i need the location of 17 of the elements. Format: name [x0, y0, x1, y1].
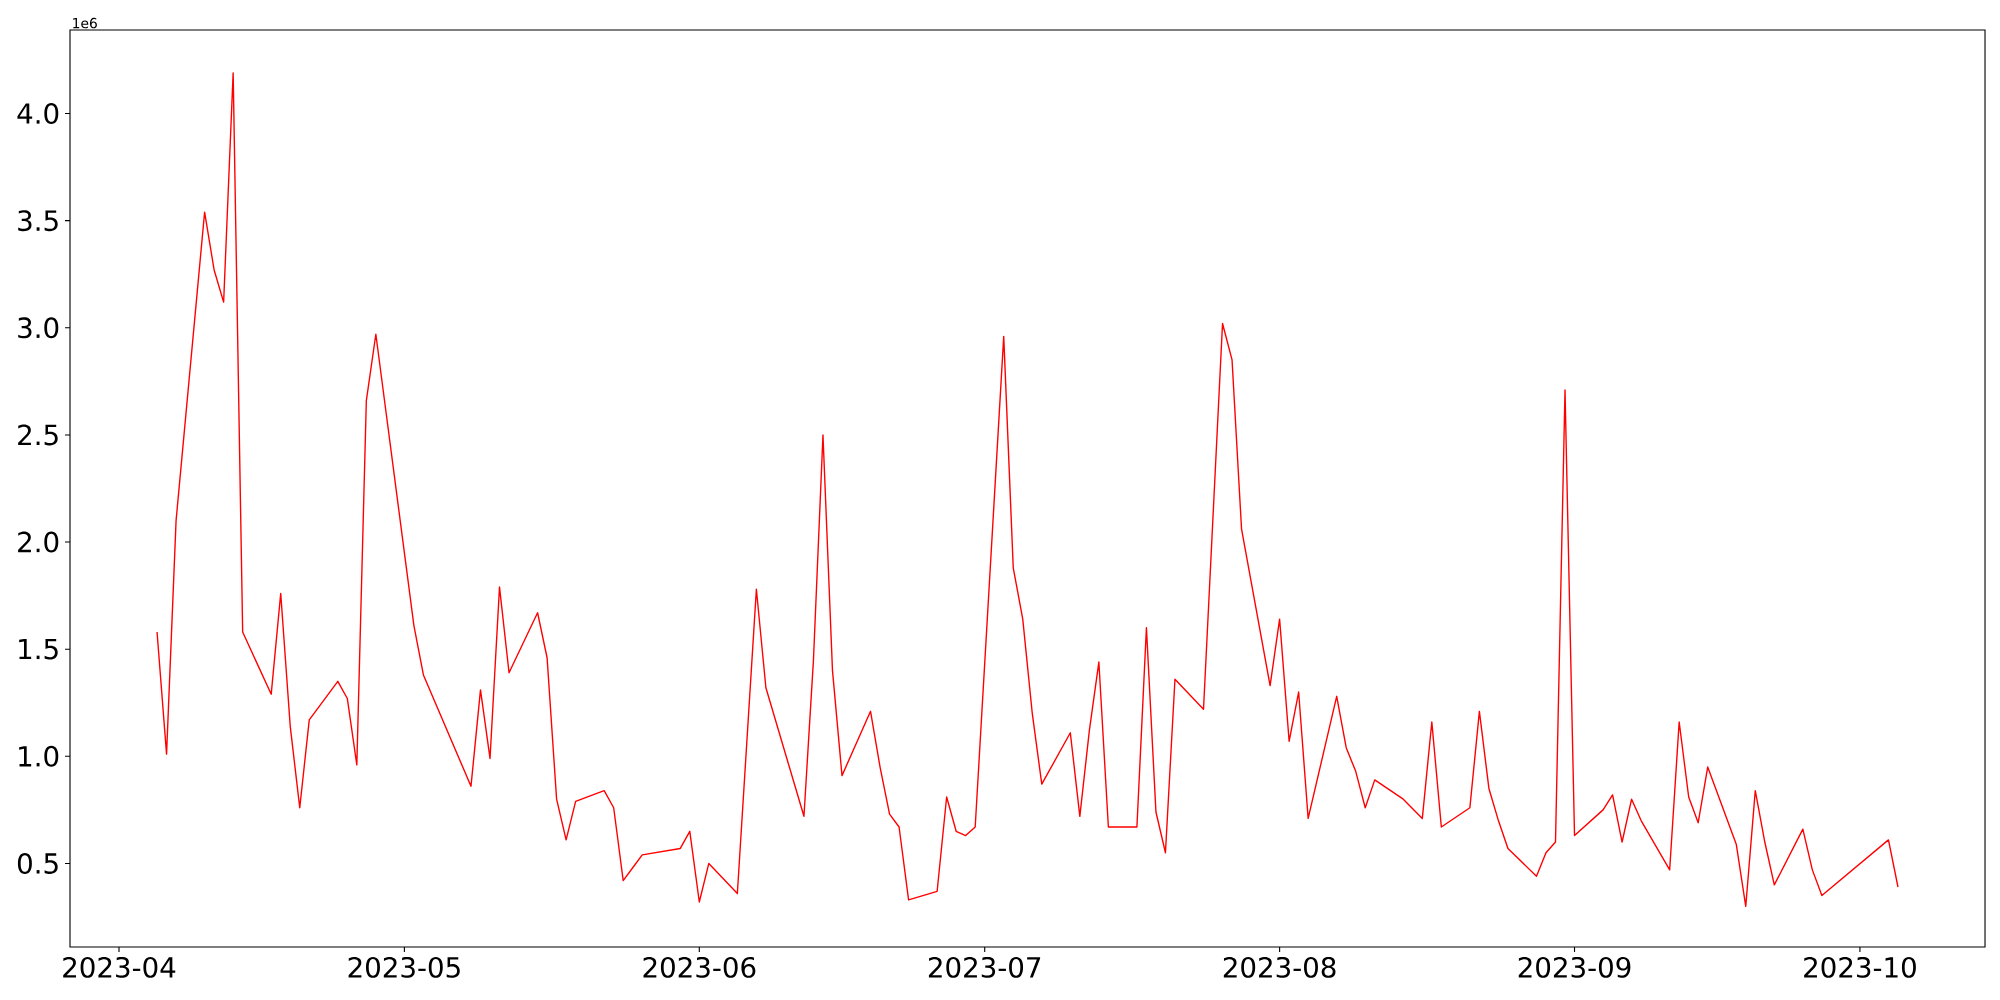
- y-tick-label: 1.0: [19, 745, 59, 767]
- y-tick-label: 2.0: [18, 531, 59, 553]
- y-tick-label: 4.0: [17, 103, 59, 125]
- x-tick-label: 2023-05: [348, 956, 460, 978]
- x-tick-label: 2023-09: [1518, 956, 1631, 978]
- y-tick-label: 1.5: [19, 638, 58, 660]
- x-tick-label: 2023-06: [643, 956, 756, 978]
- y-tick-label: 3.0: [18, 317, 59, 339]
- x-tick-label: 2023-08: [1223, 956, 1336, 978]
- y-tick-label: 0.5: [17, 852, 58, 874]
- text: 1e6: [73, 17, 97, 29]
- y-tick-label: 3.5: [18, 210, 58, 232]
- x-tick-label: 2023-10: [1804, 956, 1916, 978]
- line-series: [156, 72, 1899, 907]
- x-tick-label: 2023-04: [63, 956, 176, 978]
- x-tick-label: 2023-07: [928, 956, 1041, 978]
- y-tick-label: 2.5: [18, 424, 58, 446]
